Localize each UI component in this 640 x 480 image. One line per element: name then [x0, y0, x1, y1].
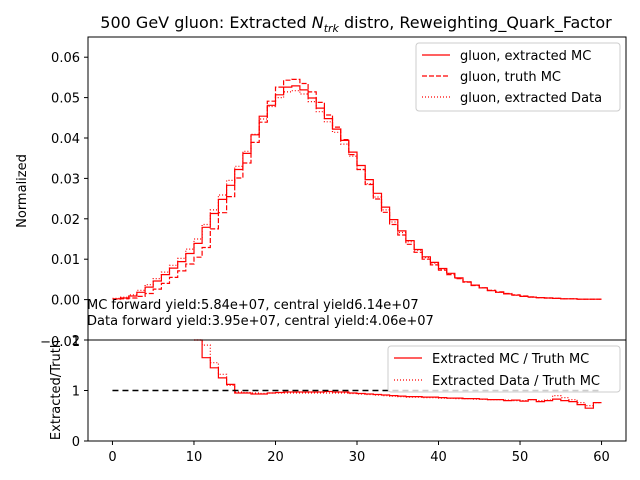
ratio-legend: Extracted MC / Truth MC Extracted Data /…	[387, 345, 621, 393]
ratio-y-tick-label: 1	[72, 385, 80, 400]
ratio-legend-box	[387, 345, 621, 393]
x-tick-label: 60	[593, 450, 610, 465]
x-tick-label: 30	[349, 450, 366, 465]
legend-label-ratio-data: Extracted Data / Truth MC	[432, 374, 600, 389]
chart-title: 500 GeV gluon: Extracted Ntrk distro, Re…	[100, 13, 612, 35]
series-gluon-extracted-data	[112, 90, 602, 300]
ratio-y-tick-label: 2	[72, 334, 80, 349]
top-legend-box	[415, 42, 621, 112]
series-gluon-truth-mc	[112, 78, 602, 300]
ratio-series-extracted-mc-truth-mc	[194, 339, 602, 409]
legend-label-truth-mc: gluon, truth MC	[460, 70, 561, 85]
x-tick-label: 50	[512, 450, 529, 465]
top-y-tick-label: 0.03	[51, 172, 80, 187]
ratio-y-axis-title: Extracted/Truth	[49, 340, 64, 440]
top-y-tick-label: 0.01	[51, 253, 80, 268]
x-tick-label: 40	[430, 450, 447, 465]
legend-label-ratio-mc: Extracted MC / Truth MC	[432, 352, 589, 367]
top-overlapping-tick-label: −0.01	[40, 335, 80, 350]
top-y-tick-label: 0.05	[51, 92, 80, 107]
top-y-tick-label: 0.00	[51, 294, 80, 309]
ratio-plot-area: 0 1 2 0 10 20 30 40 50 60 Extracted/Truth Extrac…	[49, 334, 627, 465]
mc-yield-annotation: MC forward yield:5.84e+07, central yield…	[87, 298, 419, 313]
legend-label-extracted-mc: gluon, extracted MC	[460, 49, 591, 64]
x-tick-label: 10	[186, 450, 203, 465]
top-y-tick-label: 0.06	[51, 51, 80, 66]
top-legend: gluon, extracted MC gluon, truth MC gluo…	[415, 42, 621, 112]
x-tick-label: 0	[108, 450, 116, 465]
legend-label-extracted-data: gluon, extracted Data	[460, 91, 602, 106]
top-y-tick-label: 0.04	[51, 132, 80, 147]
ratio-series-extracted-data-truth-mc	[194, 339, 602, 407]
top-plot-area: 0.00 0.01 0.02 0.03 0.04 0.05 0.06 −0.01 Norma…	[15, 36, 627, 350]
x-tick-label: 20	[267, 450, 284, 465]
top-y-axis-title: Normalized	[15, 154, 30, 228]
data-yield-annotation: Data forward yield:3.95e+07, central yie…	[87, 314, 434, 329]
top-y-tick-label: 0.02	[51, 213, 80, 228]
ratio-y-tick-label: 0	[72, 435, 80, 450]
